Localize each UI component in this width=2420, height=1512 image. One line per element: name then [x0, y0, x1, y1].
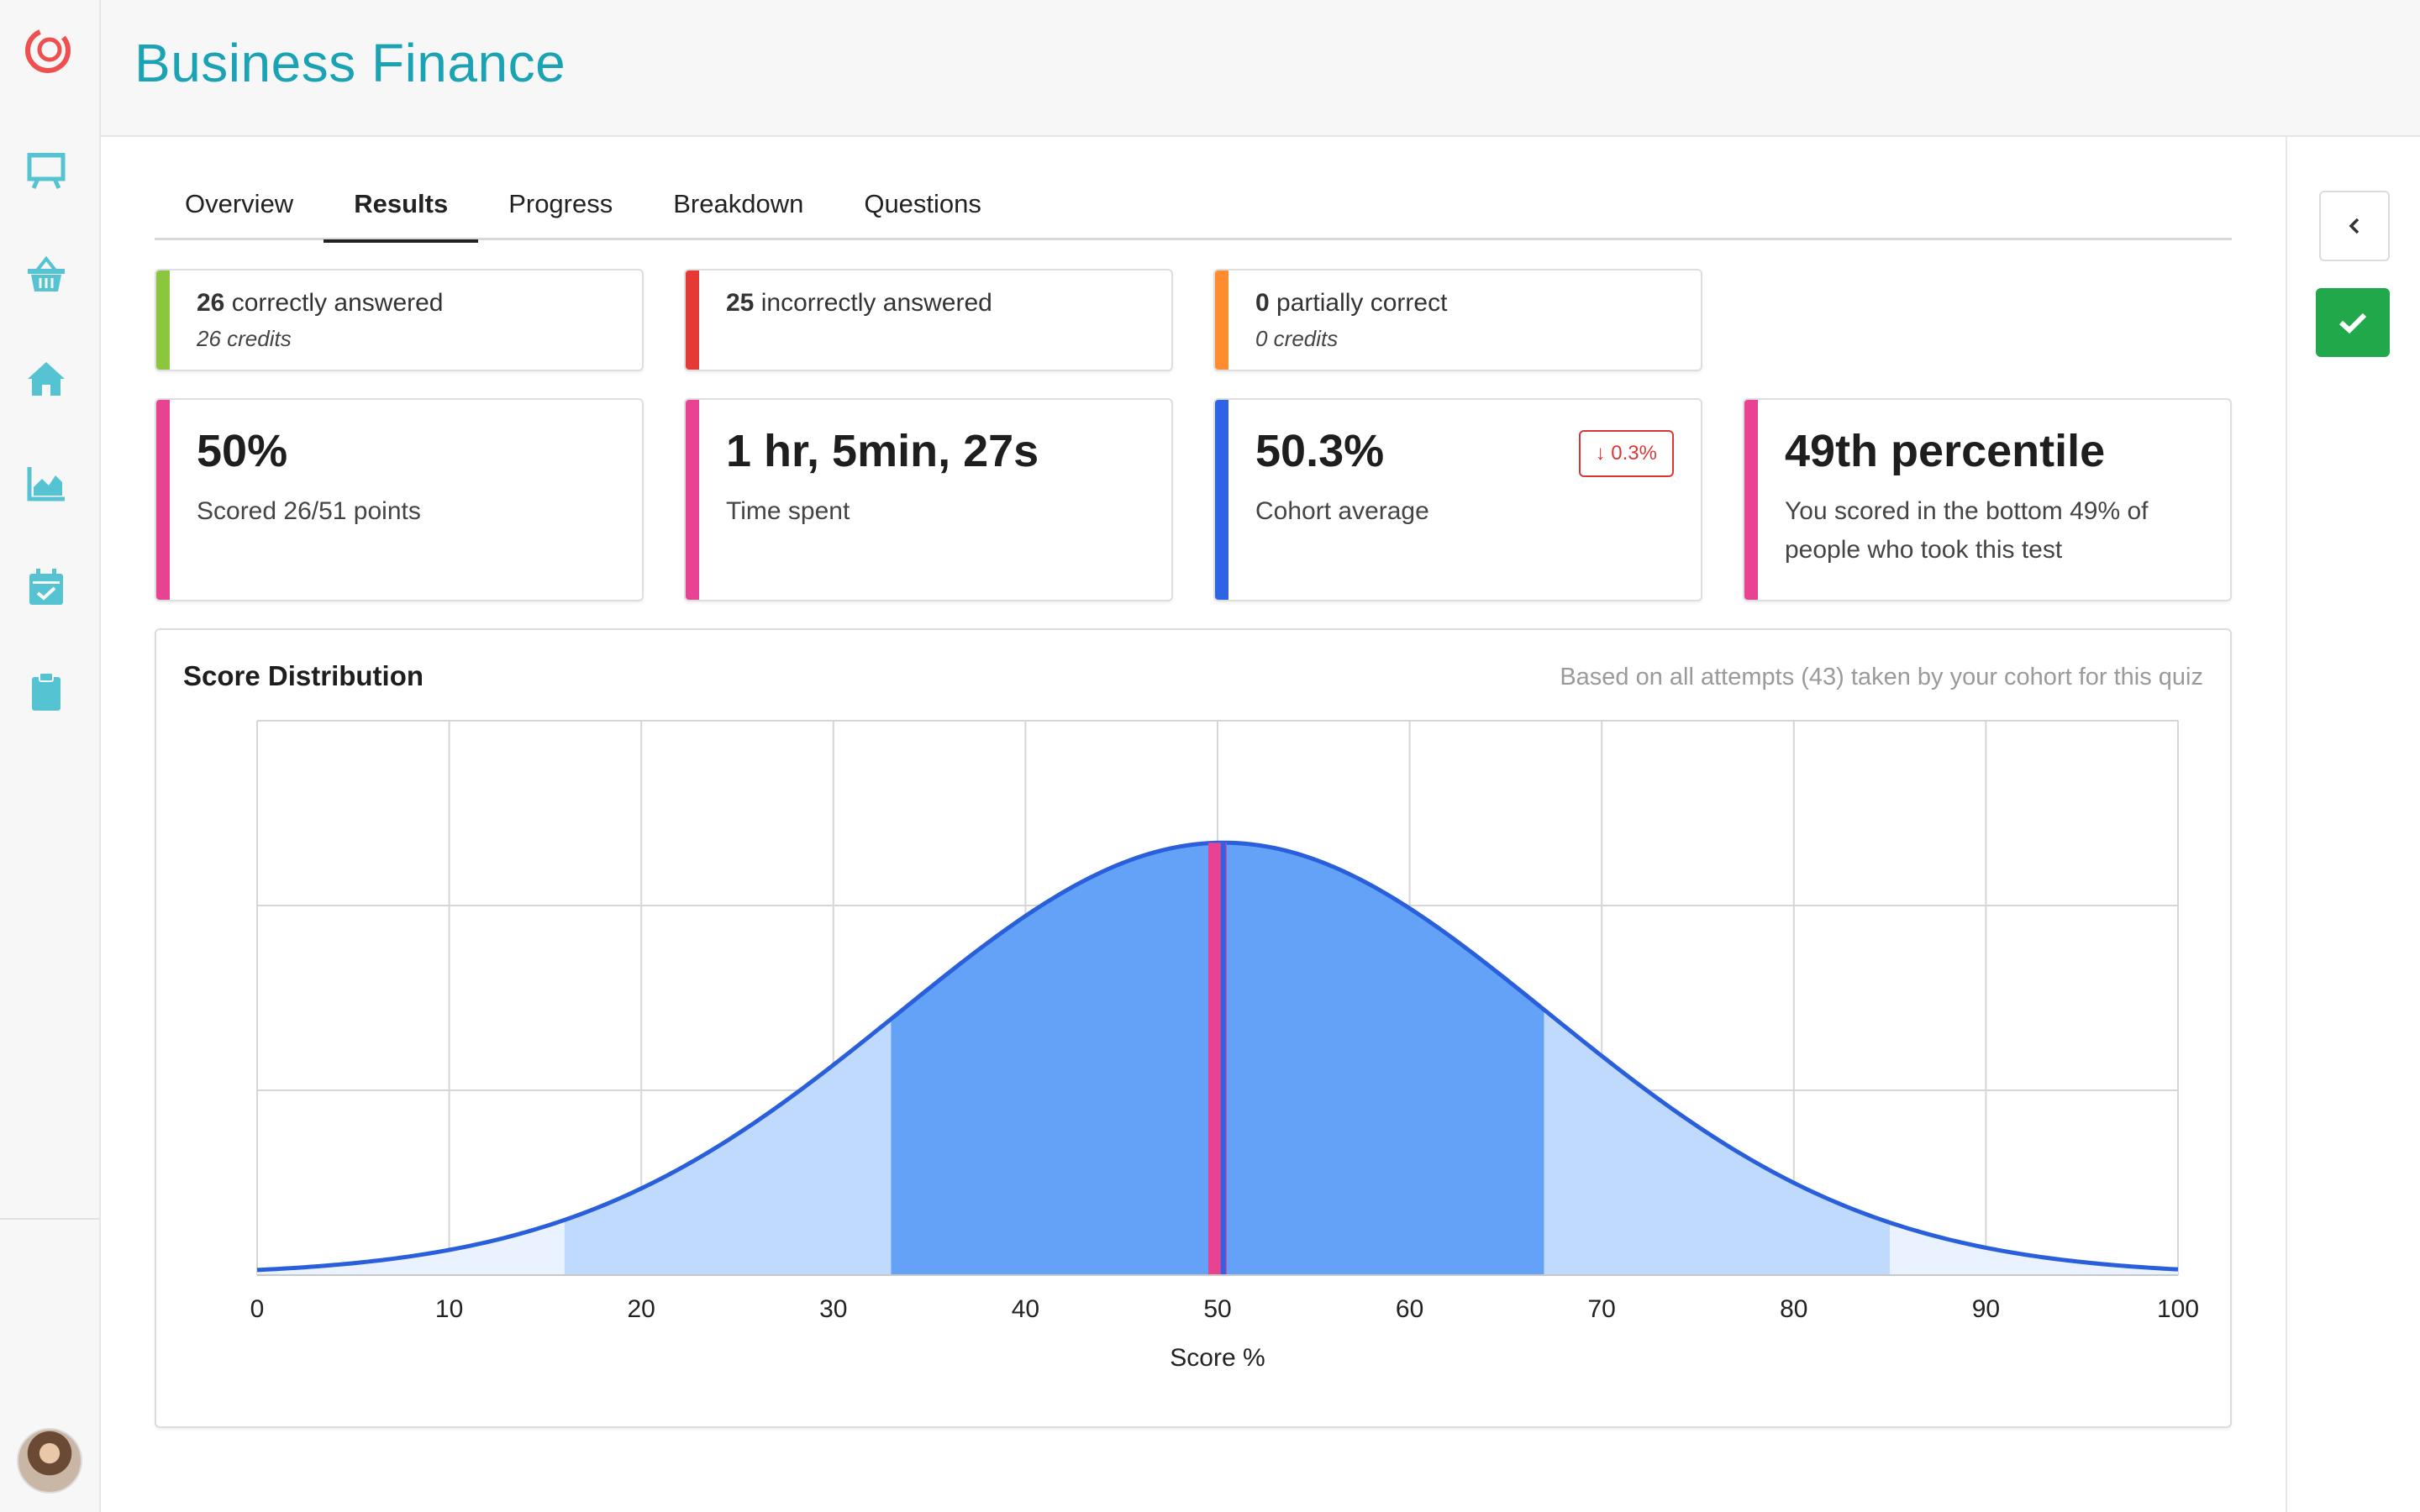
check-icon: [2338, 312, 2367, 334]
time-spent-label: Time spent: [726, 497, 850, 525]
correct-label: correctly answered: [231, 289, 444, 317]
chart-icon[interactable]: [25, 462, 67, 504]
x-tick-label: 30: [819, 1295, 847, 1323]
card-accent-bar: [1215, 270, 1228, 370]
correct-answers-text: 26 correctly answered: [197, 289, 443, 318]
distribution-band: [564, 1019, 892, 1275]
page-header: Business Finance: [101, 0, 2420, 137]
distribution-curve: [256, 840, 2179, 1273]
chart-note: Based on all attempts (43) taken by your…: [1560, 664, 2203, 690]
score-distribution-chart: 0 10 20 30 40 50 60 70 80 90 100 Score %: [250, 720, 2199, 1372]
distribution-band: [1544, 1010, 1891, 1275]
distribution-band: [1890, 1222, 2178, 1275]
x-tick-label: 60: [1396, 1295, 1423, 1323]
time-spent-value: 1 hr, 5min, 27s: [726, 426, 1039, 476]
card-accent-bar: [686, 400, 699, 600]
cohort-average-label: Cohort average: [1255, 497, 1429, 525]
x-tick-label: 70: [1588, 1295, 1616, 1323]
cohort-average-card: 50.3% Cohort average ↓ 0.3%: [1213, 398, 1702, 601]
incorrect-count: 25: [726, 289, 755, 317]
percentile-value: 49th percentile: [1785, 426, 2106, 476]
partial-answers-card: 0 partially correct 0 credits: [1213, 269, 1702, 371]
incorrect-answers-card: 25 incorrectly answered: [684, 269, 1173, 371]
card-accent-bar: [1215, 400, 1228, 600]
percentile-label: You scored in the bottom 49% of people w…: [1785, 497, 2149, 564]
page-title: Business Finance: [134, 33, 566, 93]
logo-icon[interactable]: [24, 25, 72, 74]
correct-count: 26: [197, 289, 225, 317]
presentation-icon[interactable]: [25, 150, 67, 192]
calendar-check-icon[interactable]: [25, 566, 67, 608]
score-distribution-panel: Score Distribution Based on all attempts…: [155, 628, 2232, 1428]
chart-title: Score Distribution: [183, 660, 424, 691]
x-tick-label: 100: [2157, 1295, 2199, 1323]
distribution-band: [257, 1220, 565, 1275]
home-icon[interactable]: [25, 358, 67, 400]
basket-icon[interactable]: [25, 254, 67, 296]
right-panel: [2286, 137, 2420, 1512]
left-rail: [0, 0, 101, 1512]
tab-breakdown[interactable]: Breakdown: [673, 189, 804, 218]
cohort-average-marker: [1220, 843, 1226, 1275]
x-tick-label: 20: [628, 1295, 655, 1323]
rail-divider: [0, 1218, 99, 1220]
time-spent-card: 1 hr, 5min, 27s Time spent: [684, 398, 1173, 601]
score-value: 50%: [197, 426, 288, 476]
partial-count: 0: [1255, 289, 1270, 317]
cohort-average-value: 50.3%: [1255, 426, 1385, 476]
tab-progress[interactable]: Progress: [508, 189, 613, 218]
card-accent-bar: [686, 270, 699, 370]
cohort-delta-badge: ↓ 0.3%: [1578, 430, 1674, 477]
chevron-left-icon: [2349, 218, 2360, 234]
partial-credits: 0 credits: [1255, 326, 1339, 351]
x-tick-label: 40: [1012, 1295, 1039, 1323]
collapse-panel-button[interactable]: [2319, 191, 2390, 261]
avatar[interactable]: [17, 1428, 82, 1494]
confirm-button[interactable]: [2316, 288, 2390, 357]
chart-curve: [256, 840, 2179, 1273]
x-tick-label: 90: [1972, 1295, 2000, 1323]
tab-results[interactable]: Results: [324, 168, 479, 243]
score-label: Scored 26/51 points: [197, 497, 421, 525]
results-tabs: Overview Results Progress Breakdown Ques…: [155, 168, 2232, 243]
correct-answers-card: 26 correctly answered 26 credits: [155, 269, 644, 371]
card-accent-bar: [1744, 400, 1758, 600]
tab-questions[interactable]: Questions: [864, 189, 981, 218]
tab-overview[interactable]: Overview: [185, 189, 294, 218]
x-axis-label: Score %: [1170, 1344, 1265, 1372]
card-accent-bar: [156, 400, 170, 600]
x-tick-label: 0: [250, 1295, 265, 1323]
x-tick-label: 80: [1780, 1295, 1807, 1323]
score-card: 50% Scored 26/51 points: [155, 398, 644, 601]
incorrect-label: incorrectly answered: [760, 289, 992, 317]
partial-answers-text: 0 partially correct: [1255, 289, 1447, 318]
x-tick-label: 10: [435, 1295, 463, 1323]
card-accent-bar: [156, 270, 170, 370]
x-tick-label: 50: [1203, 1295, 1231, 1323]
partial-label: partially correct: [1276, 289, 1448, 317]
correct-credits: 26 credits: [197, 326, 292, 351]
clipboard-icon[interactable]: [25, 670, 67, 712]
chart-axis: 0 10 20 30 40 50 60 70 80 90 100 Score %: [250, 1274, 2199, 1372]
percentile-card: 49th percentile You scored in the bottom…: [1743, 398, 2232, 601]
incorrect-answers-text: 25 incorrectly answered: [726, 289, 992, 318]
chart-markers: [1208, 843, 1227, 1275]
